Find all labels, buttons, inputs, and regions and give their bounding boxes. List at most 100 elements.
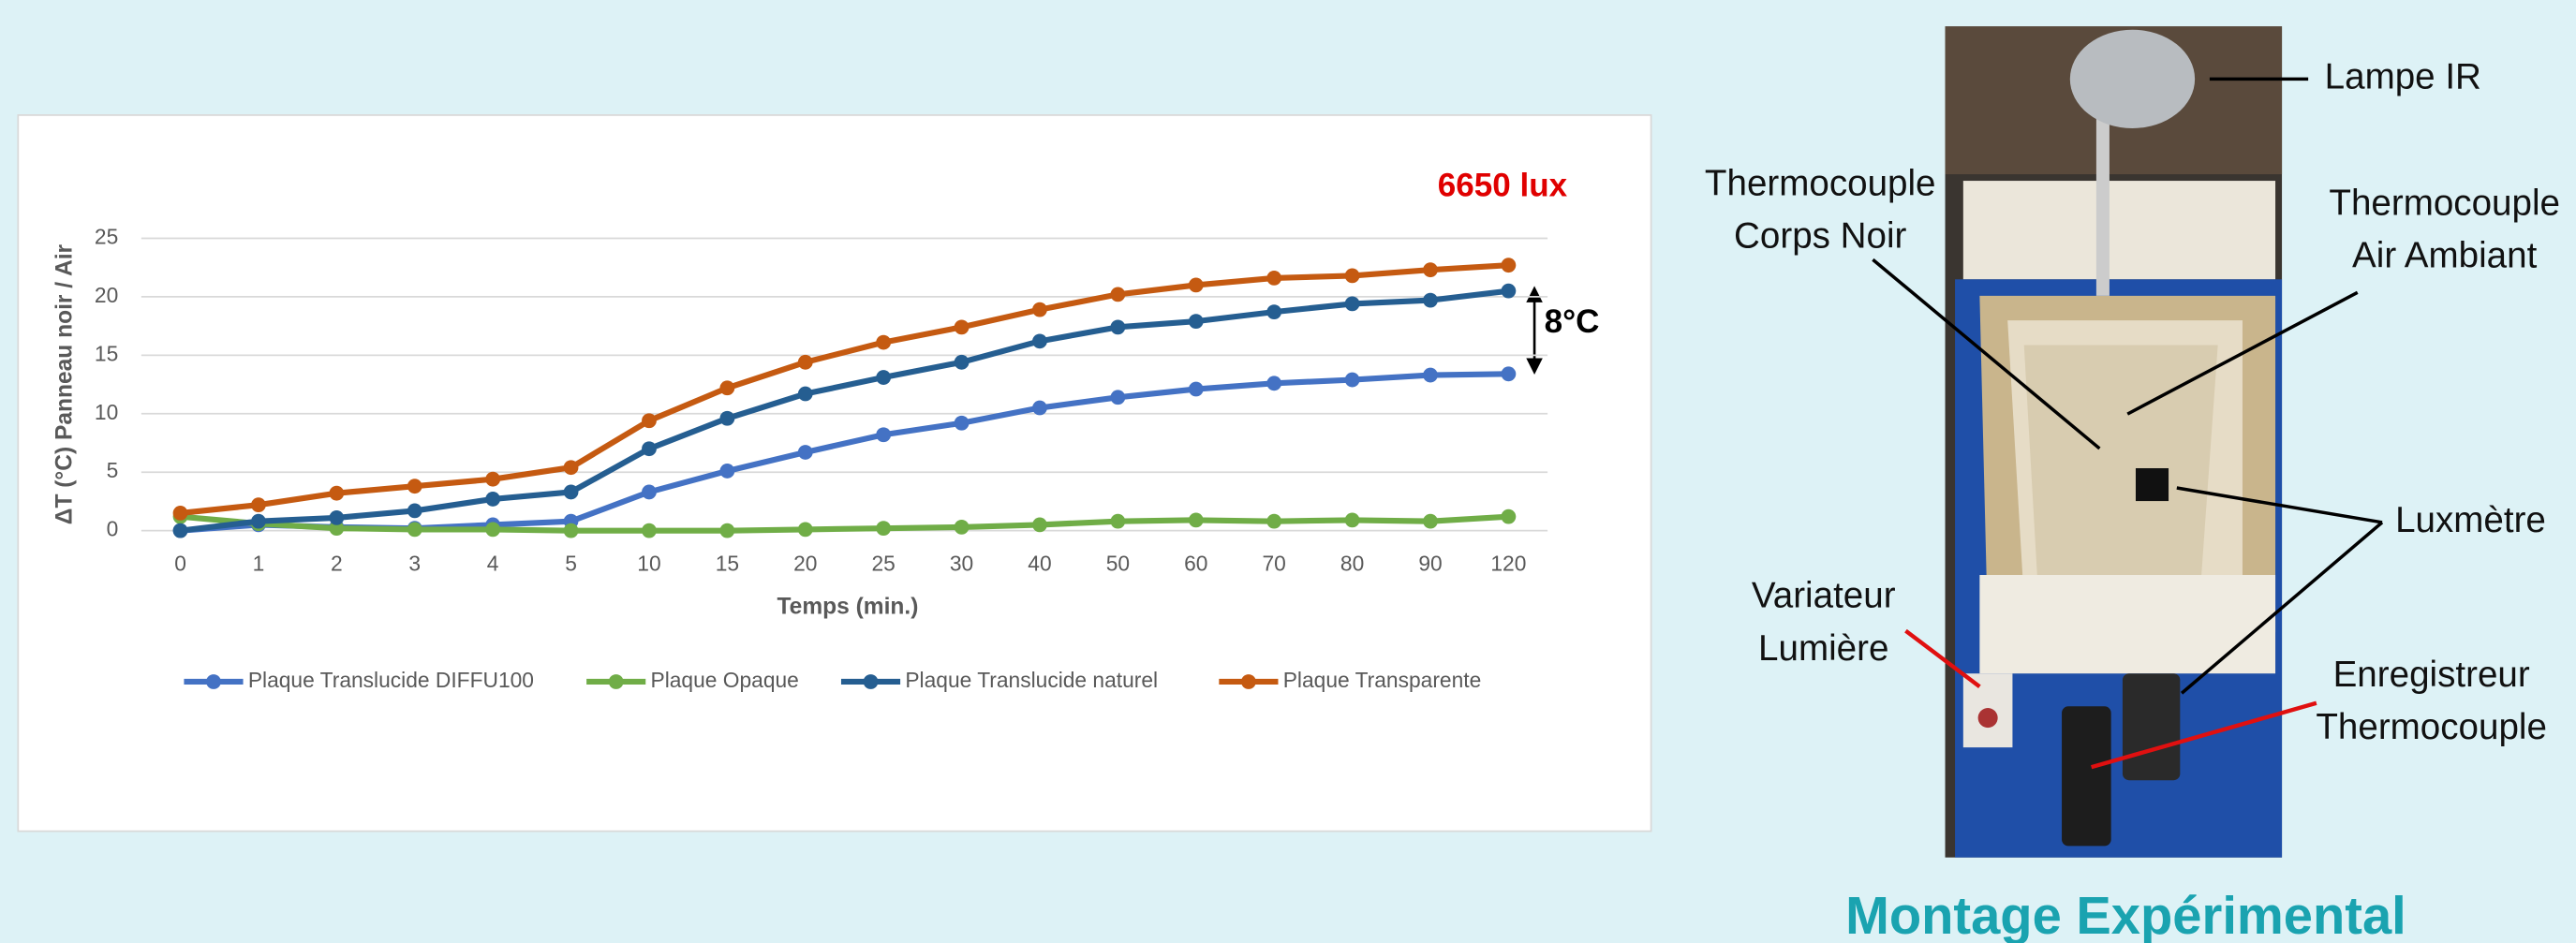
legend-marker xyxy=(206,674,221,689)
photo-label: Lumière xyxy=(1758,628,1888,669)
marker xyxy=(329,485,345,501)
x-tick-label: 25 xyxy=(871,551,895,575)
y-tick-label: 10 xyxy=(95,400,118,424)
x-tick-label: 1 xyxy=(253,551,265,575)
y-tick-label: 15 xyxy=(95,341,118,365)
marker xyxy=(1501,508,1517,524)
x-tick-label: 4 xyxy=(487,551,499,575)
series-line xyxy=(180,262,1509,516)
marker xyxy=(1501,258,1517,273)
x-tick-label: 3 xyxy=(408,551,421,575)
photo-label: Variateur xyxy=(1752,576,1896,616)
marker xyxy=(485,492,501,507)
marker xyxy=(329,510,345,525)
x-tick-label: 0 xyxy=(174,551,186,575)
x-tick-label: 60 xyxy=(1184,551,1207,575)
photo-arrows-red xyxy=(1904,628,2317,770)
x-tick-label: 30 xyxy=(950,551,973,575)
marker xyxy=(876,521,892,537)
x-tick-label: 40 xyxy=(1028,551,1051,575)
marker xyxy=(1188,512,1204,528)
chart-panel xyxy=(17,114,1652,832)
marker xyxy=(172,506,188,521)
marker xyxy=(719,380,735,396)
marker xyxy=(876,334,892,350)
x-tick-label: 70 xyxy=(1263,551,1286,575)
marker xyxy=(719,464,735,479)
marker xyxy=(719,410,735,426)
marker xyxy=(407,479,422,494)
marker xyxy=(1266,304,1282,320)
legend-label: Plaque Translucide DIFFU100 xyxy=(248,668,534,692)
marker xyxy=(1266,513,1282,529)
x-tick-label: 20 xyxy=(793,551,817,575)
marker xyxy=(1344,268,1360,284)
marker xyxy=(563,523,579,538)
marker xyxy=(1344,512,1360,528)
legend-marker xyxy=(1241,674,1256,689)
marker xyxy=(1188,381,1204,397)
legend-label: Plaque Transparente xyxy=(1283,668,1482,692)
photo-label: Enregistreur xyxy=(2333,655,2530,695)
photo-arrows xyxy=(1872,77,2384,695)
marker xyxy=(954,415,970,431)
x-tick-label: 10 xyxy=(637,551,660,575)
marker xyxy=(1032,333,1047,349)
marker xyxy=(1110,513,1126,529)
photo-caption: Montage Expérimental xyxy=(1845,886,2406,943)
marker xyxy=(1423,367,1438,383)
marker xyxy=(1032,302,1047,317)
marker xyxy=(797,522,813,538)
x-tick-label: 50 xyxy=(1106,551,1130,575)
photo-label: Corps Noir xyxy=(1734,216,1907,257)
marker xyxy=(1032,400,1047,416)
photo-label: Thermocouple xyxy=(2329,184,2560,224)
marker xyxy=(1188,277,1204,293)
legend-marker xyxy=(608,674,624,689)
marker xyxy=(1423,513,1438,529)
x-tick-label: 90 xyxy=(1418,551,1442,575)
y-tick-label: 25 xyxy=(95,224,118,248)
marker xyxy=(642,413,657,429)
marker xyxy=(172,523,188,538)
photo xyxy=(1945,26,2283,858)
marker xyxy=(407,522,422,538)
marker xyxy=(642,484,657,500)
x-axis-title: Temps (min.) xyxy=(777,595,919,620)
x-tick-label: 2 xyxy=(331,551,343,575)
marker xyxy=(1344,372,1360,388)
x-tick-label: 120 xyxy=(1490,551,1526,575)
marker xyxy=(329,521,345,537)
marker xyxy=(563,484,579,500)
marker xyxy=(797,445,813,460)
marker xyxy=(251,513,266,529)
x-tick-label: 5 xyxy=(565,551,577,575)
y-tick-label: 20 xyxy=(95,283,118,307)
photo-label: Thermocouple xyxy=(2316,707,2547,747)
marker xyxy=(642,441,657,457)
x-tick-label: 15 xyxy=(716,551,739,575)
marker xyxy=(1110,390,1126,405)
legend-label: Plaque Translucide naturel xyxy=(905,668,1158,692)
marker xyxy=(954,319,970,335)
marker xyxy=(954,354,970,370)
series-line xyxy=(180,287,1509,534)
legend-marker xyxy=(863,674,879,689)
y-tick-label: 5 xyxy=(107,458,119,482)
series-line xyxy=(180,513,1509,534)
marker xyxy=(1501,366,1517,382)
marker xyxy=(485,471,501,487)
marker xyxy=(407,503,422,519)
x-tick-label: 80 xyxy=(1340,551,1364,575)
marker xyxy=(1110,287,1126,302)
marker xyxy=(876,427,892,443)
marker xyxy=(1344,296,1360,312)
marker xyxy=(1110,319,1126,335)
marker xyxy=(1266,376,1282,391)
photo-label: Thermocouple xyxy=(1705,164,1936,204)
y-tick-label: 0 xyxy=(107,517,119,541)
photo-label: Luxmètre xyxy=(2395,500,2546,540)
marker xyxy=(797,386,813,402)
marker xyxy=(954,519,970,535)
